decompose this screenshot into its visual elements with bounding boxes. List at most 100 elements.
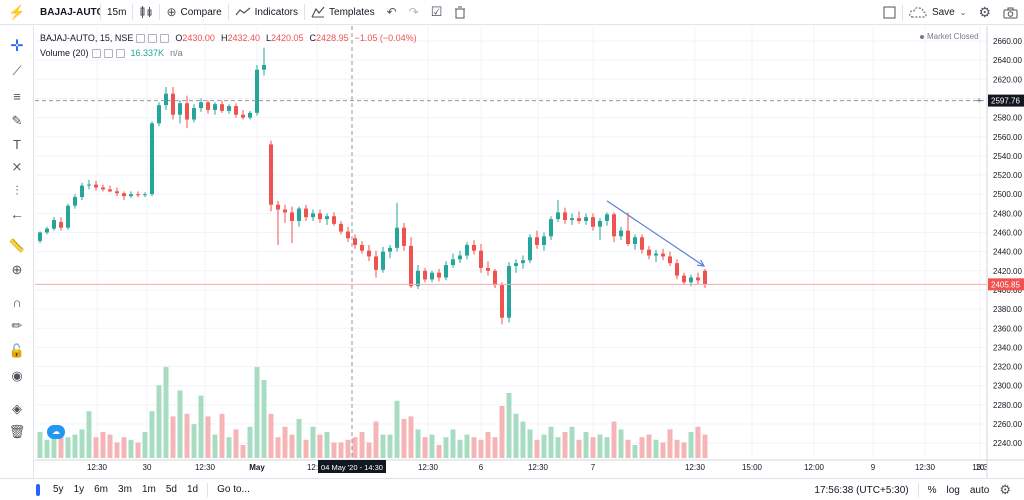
candle-body	[542, 236, 546, 245]
price-chart[interactable]: 2660.002640.002620.002600.002580.002560.…	[35, 26, 1024, 478]
candle-body	[311, 213, 315, 218]
volume-bar	[422, 437, 428, 458]
candle-body	[423, 270, 427, 280]
unlock-icon[interactable]: 🔓	[8, 343, 26, 358]
candle-body	[325, 216, 329, 220]
candle-body	[192, 108, 196, 120]
range-1y[interactable]: 1y	[73, 484, 85, 495]
ideas-cloud-icon[interactable]: ☁	[47, 425, 65, 439]
range-3m[interactable]: 3m	[118, 484, 132, 495]
layout-button[interactable]	[877, 0, 902, 25]
market-status: Market Closed	[920, 32, 979, 41]
candle-body	[108, 189, 112, 192]
volume-bar	[240, 445, 246, 458]
compare-button[interactable]: ⊕ Compare	[160, 0, 227, 25]
range-6m[interactable]: 6m	[94, 484, 109, 495]
volume-bar	[142, 432, 148, 458]
last-price-label: 2405.85	[991, 280, 1020, 289]
magnet-icon[interactable]: ∩	[12, 294, 22, 310]
crosshair-tool-icon[interactable]: ✛	[10, 38, 24, 55]
interval-button[interactable]: 15m	[107, 6, 127, 18]
candle-body	[668, 256, 672, 264]
volume-bar	[639, 437, 645, 458]
open-label: O	[175, 33, 183, 43]
trendline-drawing	[606, 200, 705, 267]
redo-button[interactable]: ↷	[403, 0, 425, 25]
settings-button[interactable]: ⚙	[972, 0, 997, 25]
indicators-button[interactable]: Indicators	[229, 0, 304, 25]
candle-body	[45, 228, 49, 233]
volume-bar	[632, 445, 638, 458]
range-5y[interactable]: 5y	[53, 484, 64, 495]
volume-bar	[408, 416, 414, 458]
candle-body	[535, 237, 539, 245]
toolbar-divider	[100, 4, 101, 20]
delete-button[interactable]	[448, 0, 472, 25]
chart-style-button[interactable]	[133, 0, 159, 25]
percent-scale-toggle[interactable]: %	[927, 484, 937, 496]
brush-tool-icon[interactable]: ✎	[11, 113, 23, 128]
range-5d[interactable]: 5d	[165, 484, 177, 495]
price-tick-label: 2240.00	[993, 439, 1022, 448]
save-button[interactable]: Save ⌄	[903, 0, 973, 25]
pattern-tool-icon[interactable]: ⨯	[11, 159, 23, 174]
candle-body	[213, 104, 217, 110]
low-value: 2420.05	[271, 33, 304, 43]
range-1d[interactable]: 1d	[186, 484, 199, 495]
arrow-left-icon[interactable]: ←	[10, 206, 24, 222]
prediction-tool-icon[interactable]: ⫶	[15, 183, 19, 198]
price-tick-label: 2580.00	[993, 114, 1022, 123]
calendar-range-icon[interactable]	[36, 483, 40, 496]
text-tool-icon[interactable]: T	[13, 136, 21, 152]
candle-body	[255, 69, 259, 113]
undo-button[interactable]: ↶	[381, 0, 403, 25]
candle-body	[52, 220, 56, 229]
price-tick-label: 2420.00	[993, 267, 1022, 276]
templates-button[interactable]: Templates	[305, 0, 381, 25]
candle-body	[171, 93, 175, 115]
clock-timezone[interactable]: 17:56:38 (UTC+5:30)	[814, 484, 909, 496]
layers-icon[interactable]: ◈	[12, 401, 22, 416]
alert-button[interactable]: ☑	[425, 0, 449, 25]
eye-icon[interactable]: ◉	[11, 368, 23, 383]
candle-body	[367, 250, 371, 257]
range-1m[interactable]: 1m	[141, 484, 156, 495]
price-tick-label: 2620.00	[993, 75, 1022, 84]
volume-bar	[359, 432, 365, 458]
volume-bar	[135, 442, 141, 458]
visibility-icon[interactable]	[136, 34, 146, 43]
brand-logo-icon[interactable]: ⚡	[8, 3, 26, 20]
settings-small-icon[interactable]	[103, 49, 113, 58]
close-small-icon[interactable]	[115, 49, 125, 58]
volume-bar	[429, 434, 435, 458]
candle-body	[80, 185, 84, 198]
trendline-tool-icon[interactable]: ⟋	[12, 63, 22, 78]
top-toolbar-right: Save ⌄ ⚙	[877, 0, 1024, 25]
settings-small-icon[interactable]	[148, 34, 158, 43]
auto-scale-toggle[interactable]: auto	[969, 484, 990, 496]
fib-tool-icon[interactable]: ≡	[13, 88, 21, 104]
candle-body	[689, 277, 693, 283]
goto-date-button[interactable]: Go to...	[217, 484, 250, 495]
volume-bar	[219, 413, 225, 458]
volume-bar	[436, 445, 442, 458]
symbol-search-button[interactable]: BAJAJ-AUTO	[40, 6, 100, 18]
camera-icon	[1003, 7, 1018, 18]
lock-drawing-icon[interactable]: ✏	[11, 318, 23, 333]
ruler-tool-icon[interactable]: 📏	[8, 238, 26, 253]
close-small-icon[interactable]	[160, 34, 170, 43]
scale-settings-gear-icon[interactable]: ⚙	[999, 482, 1011, 497]
compare-label: Compare	[180, 6, 222, 18]
candles-icon	[140, 6, 152, 18]
volume-bar	[51, 434, 57, 458]
redo-icon: ↷	[408, 5, 419, 19]
time-tick-label: 12:30	[307, 463, 328, 472]
trash-drawings-icon[interactable]: 🗑	[8, 424, 26, 439]
log-scale-toggle[interactable]: log	[946, 484, 960, 496]
volume-bar	[415, 429, 421, 458]
visibility-icon[interactable]	[91, 49, 101, 58]
candle-body	[395, 227, 399, 248]
screenshot-button[interactable]	[997, 0, 1024, 25]
checkbox-icon: ☑	[430, 4, 443, 19]
zoom-in-icon[interactable]: ⊕	[11, 262, 23, 277]
